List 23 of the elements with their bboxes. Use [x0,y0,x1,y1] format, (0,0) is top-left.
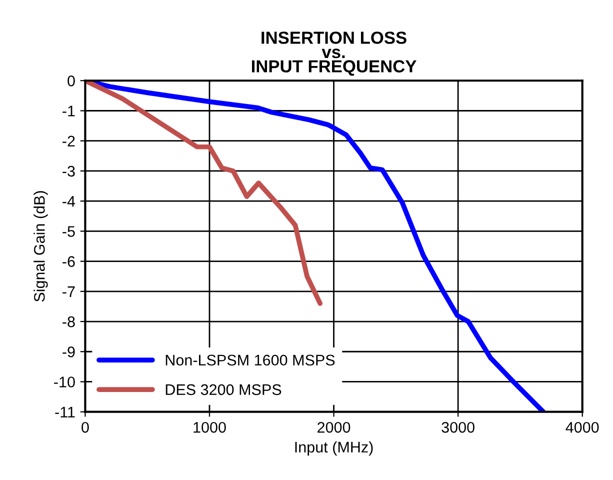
y-tick-label: -3 [62,166,75,177]
x-axis-title: Input (MHz) [295,441,373,456]
y-tick-label: -6 [62,256,75,267]
y-axis-title: Signal Gain (dB) [34,191,48,302]
line-series [85,80,323,306]
y-tick-label: -5 [62,226,75,237]
legend-label: DES 3200 MSPS [166,384,282,396]
y-tick-label: -8 [62,316,75,328]
y-tick-label: -4 [62,196,76,207]
x-tick-label: 1000 [194,422,226,433]
y-tick-label: -9 [62,346,75,358]
legend-label: Non-LSPSM 1600 MSPS [166,354,335,366]
x-tick-label: 0 [82,422,89,433]
y-tick-label: -11 [55,406,75,418]
y-tick-label: 0 [68,76,75,86]
y-tick-label: -10 [54,376,75,388]
y-tick-label: -2 [62,136,75,146]
y-tick-label: -7 [62,286,75,297]
x-tick-label: 4000 [566,422,599,433]
x-tick-label: 2000 [318,422,350,433]
y-tick-label: -1 [62,106,75,116]
chart-title: INSERTION LOSS vs. INPUT FREQUENCY [252,32,416,76]
x-tick-label: 3000 [442,422,474,433]
